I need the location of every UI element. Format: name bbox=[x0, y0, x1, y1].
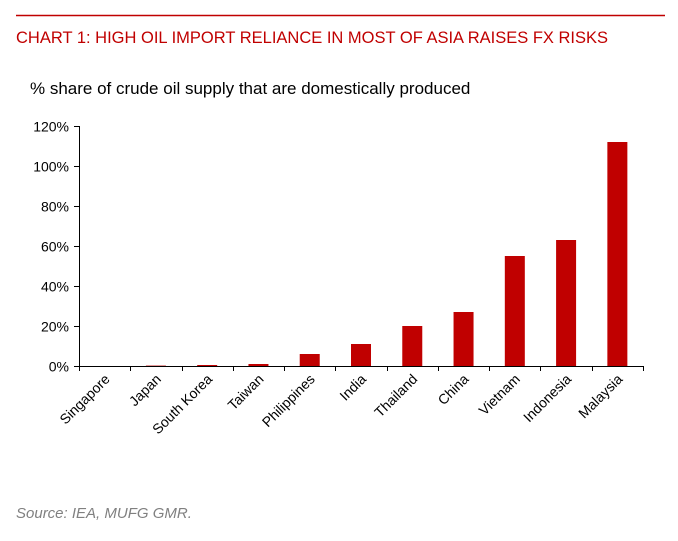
bar-malaysia bbox=[607, 142, 628, 366]
plot-area: 0%20%40%60%80%100%120%Singapore JapanSout… bbox=[33, 119, 644, 437]
x-tick-label: Thailand bbox=[371, 371, 420, 420]
y-tick-label: 0% bbox=[49, 359, 69, 375]
x-tick-label: Indonesia bbox=[520, 371, 574, 425]
source-note: Source: IEA, MUFG GMR. bbox=[16, 505, 192, 522]
x-tick-label: Taiwan bbox=[224, 371, 266, 413]
bar-china bbox=[453, 312, 474, 366]
x-tick-label: India bbox=[336, 371, 369, 404]
bar-thailand bbox=[402, 326, 423, 366]
bar-indonesia bbox=[556, 240, 577, 366]
x-tick-label: Philippines bbox=[259, 371, 318, 430]
y-tick-label: 100% bbox=[33, 159, 69, 175]
chart-title: CHART 1: HIGH OIL IMPORT RELIANCE IN MOS… bbox=[16, 29, 608, 47]
y-tick-label: 40% bbox=[41, 279, 69, 295]
bar-taiwan bbox=[248, 364, 269, 366]
bar-philippines bbox=[299, 354, 320, 366]
x-tick-label: Japan bbox=[126, 371, 164, 409]
x-tick-label: Singapore bbox=[56, 371, 113, 428]
bar-india bbox=[351, 344, 371, 366]
y-tick-label: 120% bbox=[33, 119, 69, 135]
x-tick-label: Malaysia bbox=[575, 371, 626, 422]
x-tick-label: Vietnam bbox=[475, 371, 522, 418]
x-tick-label: China bbox=[434, 371, 471, 408]
bar-south-korea bbox=[197, 365, 218, 366]
chart-subtitle: % share of crude oil supply that are dom… bbox=[30, 79, 470, 98]
y-tick-label: 20% bbox=[41, 319, 69, 335]
y-tick-label: 60% bbox=[41, 239, 69, 255]
bar-vietnam bbox=[504, 256, 525, 366]
y-tick-label: 80% bbox=[41, 199, 69, 215]
